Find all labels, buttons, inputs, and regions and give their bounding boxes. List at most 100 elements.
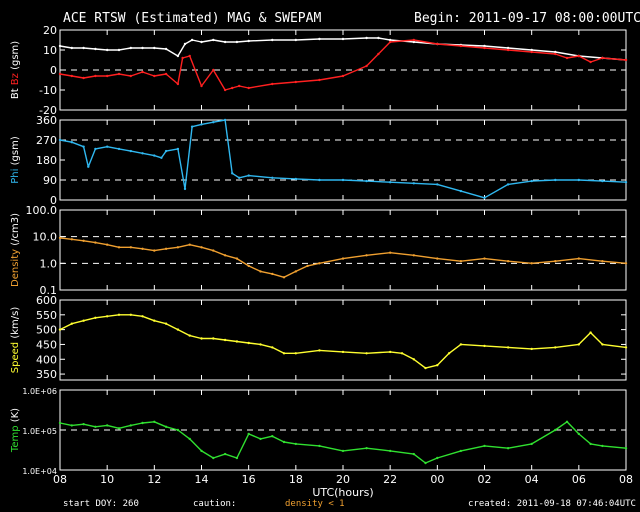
series-line-temp-0 (59, 421, 627, 464)
y-axis-label-part: (K) (10, 408, 21, 426)
data-point (129, 149, 132, 153)
data-point (365, 179, 368, 183)
data-point (365, 447, 368, 450)
data-point (129, 424, 132, 427)
data-point (164, 247, 168, 250)
panel-frame (59, 119, 627, 201)
data-point (106, 48, 109, 52)
data-point (129, 246, 132, 249)
data-point (82, 239, 85, 242)
data-point (94, 147, 97, 151)
series-line-phi-0 (59, 119, 627, 199)
data-point (153, 46, 156, 50)
data-point (530, 442, 533, 446)
data-point (412, 182, 415, 185)
data-point (235, 456, 239, 460)
y-axis-label: Temp (K) (10, 408, 21, 453)
data-point (389, 449, 392, 453)
data-point (589, 331, 592, 334)
y-tick-label: 0 (50, 194, 57, 207)
y-axis-label-part: Phi (10, 169, 21, 184)
data-point (153, 74, 156, 78)
data-point (294, 177, 297, 181)
data-point (624, 262, 628, 265)
density-note: density < 1 (285, 499, 345, 509)
data-point (530, 48, 533, 52)
data-point (70, 322, 74, 325)
data-point (164, 322, 168, 325)
data-point (389, 181, 392, 184)
y-axis-label: Bt Bz (gsm) (10, 41, 21, 99)
data-point (247, 86, 250, 90)
data-point (389, 38, 392, 42)
data-point (70, 424, 74, 427)
data-point (117, 147, 121, 151)
data-point (247, 341, 250, 345)
data-point (176, 82, 180, 86)
data-point (577, 178, 580, 182)
data-point (212, 38, 215, 42)
panel-temp: 1.0E+04 1.0E+05 1.0E+06 08 10 12 14 16 18 20 22 00 0… (10, 387, 633, 486)
data-point (188, 243, 191, 246)
y-tick-label: 10.0 (33, 231, 58, 244)
x-tick-label: 12 (147, 473, 161, 486)
data-point (164, 149, 168, 153)
y-tick-label: 1.0E+04 (22, 467, 57, 476)
data-point (577, 54, 580, 58)
data-point (200, 40, 203, 44)
data-point (424, 461, 427, 465)
data-point (106, 145, 109, 148)
data-point (318, 178, 321, 182)
y-axis-label-part: Temp (10, 425, 21, 453)
x-tick-label: 04 (525, 473, 539, 486)
data-point (282, 440, 286, 444)
data-point (58, 236, 62, 240)
data-point (212, 249, 215, 252)
data-point (70, 74, 74, 78)
y-axis-label-part: (km/s) (10, 307, 21, 342)
x-tick-label: 08 (619, 473, 633, 486)
data-point (212, 456, 215, 460)
data-point (530, 347, 533, 351)
data-point (235, 340, 239, 343)
data-point (58, 328, 62, 331)
data-point (341, 37, 345, 41)
data-point (436, 456, 439, 460)
data-point (94, 47, 97, 51)
data-point (129, 46, 132, 50)
data-point (341, 74, 345, 78)
data-point (577, 257, 580, 260)
x-tick-label: 18 (289, 473, 303, 486)
data-point (306, 264, 309, 268)
data-point (176, 328, 180, 331)
y-tick-label: 550 (36, 309, 57, 322)
data-point (141, 315, 144, 318)
data-point (141, 46, 144, 50)
y-axis-label-part: (gsm) (10, 136, 21, 168)
data-point (412, 38, 415, 42)
data-point (188, 334, 191, 337)
data-point (318, 444, 321, 448)
data-point (160, 156, 163, 159)
data-point (200, 246, 203, 249)
data-point (271, 38, 274, 42)
data-point (164, 72, 168, 76)
data-point (176, 428, 180, 432)
series-line-mag-1 (59, 39, 627, 91)
data-point (459, 260, 463, 263)
x-tick-label: 14 (195, 473, 209, 486)
data-point (247, 264, 250, 268)
data-point (506, 46, 510, 50)
y-axis-label-part: (gsm) (10, 41, 21, 73)
panel-frame (59, 299, 627, 381)
y-axis-label-part: Speed (10, 342, 21, 373)
chart-title: ACE RTSW (Estimated) MAG & SWEPAM (63, 11, 322, 26)
data-point (365, 64, 368, 68)
x-tick-label: 02 (478, 473, 492, 486)
data-point (141, 247, 144, 250)
data-point (106, 243, 109, 246)
data-point (565, 56, 569, 60)
data-point (117, 72, 121, 76)
